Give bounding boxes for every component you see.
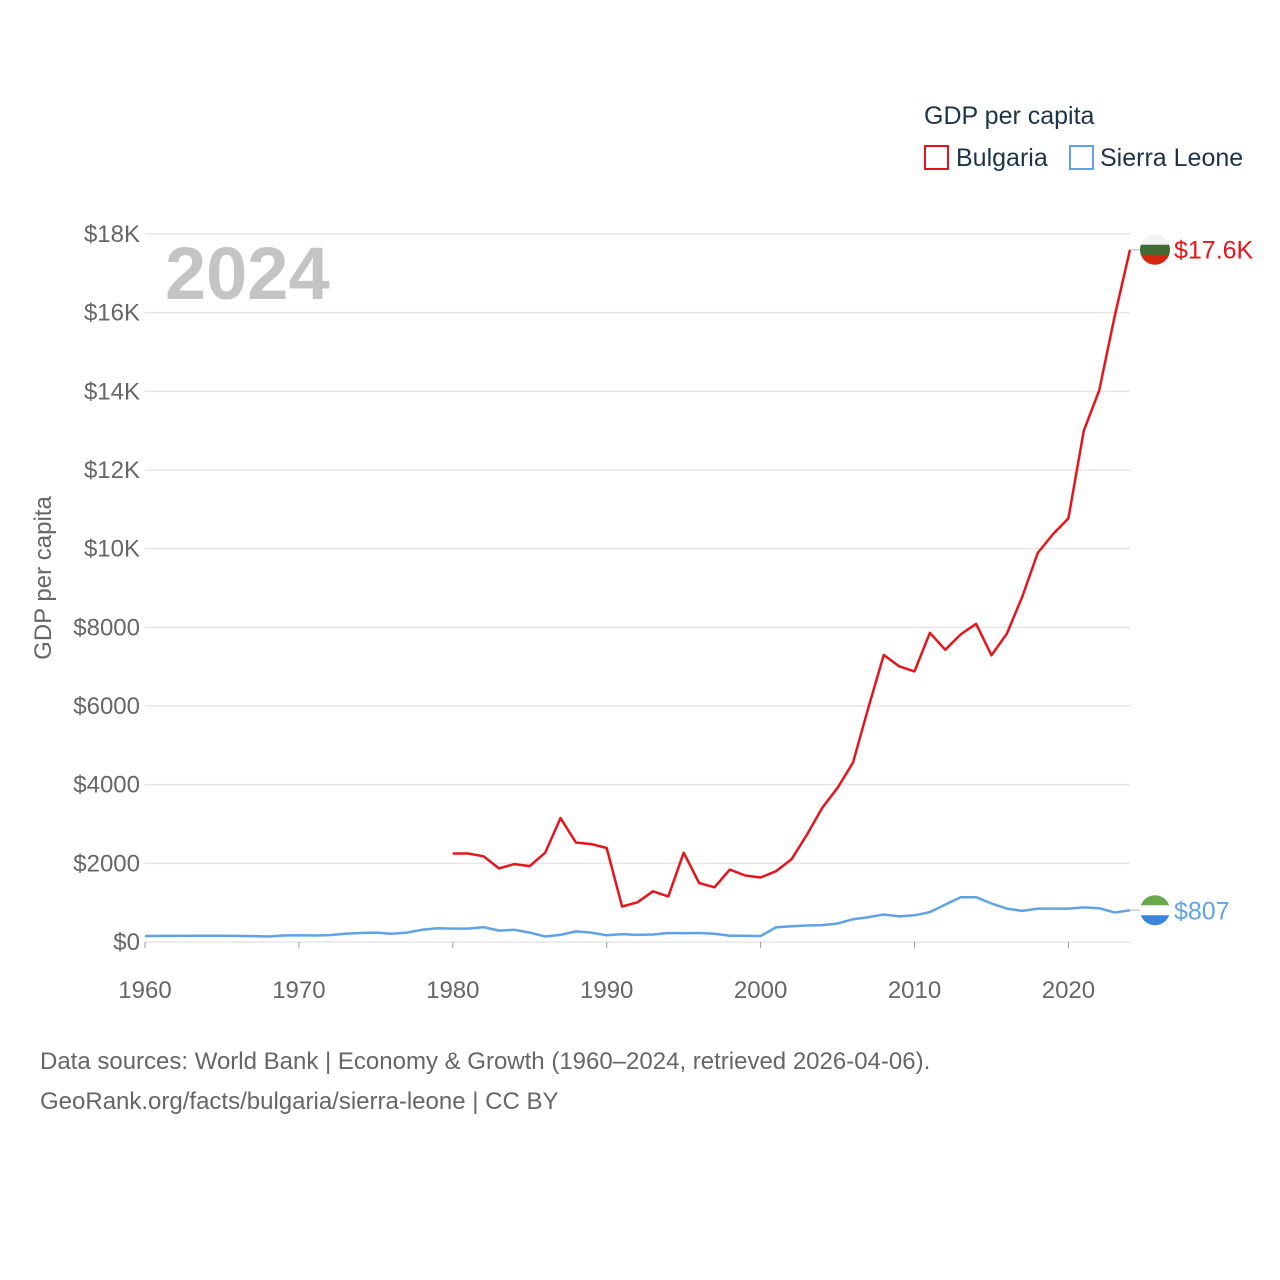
y-axis-label: GDP per capita xyxy=(30,496,57,660)
y-tick-label: $12K xyxy=(84,457,140,484)
y-tick-label: $8000 xyxy=(73,614,140,641)
gdp-line-chart: $0 $2000 $4000 $6000 $8000 $10K $12K $14K $16K $1… xyxy=(30,102,1254,1004)
legend[interactable]: GDP per capita Bulgaria Sierra Leone xyxy=(924,102,1243,172)
series-line-bulgaria[interactable] xyxy=(452,249,1132,908)
x-tick-label: 1990 xyxy=(580,977,633,1004)
x-tick-label: 1960 xyxy=(118,977,171,1004)
x-tick-label: 2000 xyxy=(734,977,787,1004)
x-tick-label: 1970 xyxy=(272,977,325,1004)
footer: Data sources: World Bank | Economy & Gro… xyxy=(40,1042,930,1122)
series-end-labels: $17.6K $807 xyxy=(1130,234,1254,926)
year-label: 2024 xyxy=(165,232,330,315)
legend-swatch-bulgaria[interactable] xyxy=(924,145,949,170)
legend-label-bulgaria[interactable]: Bulgaria xyxy=(956,144,1048,172)
end-value-label-bulgaria: $17.6K xyxy=(1174,237,1254,265)
legend-label-sierra-leone[interactable]: Sierra Leone xyxy=(1100,144,1243,172)
y-tick-label: $10K xyxy=(84,536,140,563)
attribution-link[interactable]: GeoRank.org/facts/bulgaria/sierra-leone … xyxy=(40,1088,559,1115)
y-tick-label: $0 xyxy=(113,929,140,956)
x-tick-label: 2020 xyxy=(1042,977,1095,1004)
y-tick-label: $4000 xyxy=(73,772,140,799)
legend-title: GDP per capita xyxy=(924,102,1095,130)
y-tick-label: $6000 xyxy=(73,693,140,720)
gridlines xyxy=(145,233,1130,943)
y-tick-label: $2000 xyxy=(73,850,140,877)
legend-swatch-sierra-leone[interactable] xyxy=(1069,145,1094,170)
y-tick-label: $18K xyxy=(84,221,140,248)
x-tick-label: 1980 xyxy=(426,977,479,1004)
series-lines xyxy=(144,249,1132,938)
series-line-sierra_leone[interactable] xyxy=(144,895,1131,938)
x-tick-label: 2010 xyxy=(888,977,941,1004)
data-source-note: Data sources: World Bank | Economy & Gro… xyxy=(40,1048,931,1075)
flag-icon-bulgaria xyxy=(1140,234,1170,265)
flag-icon-sierra_leone xyxy=(1140,895,1170,926)
y-tick-label: $14K xyxy=(84,378,140,405)
end-value-label-sierra_leone: $807 xyxy=(1174,897,1230,925)
y-axis-ticks: $0 $2000 $4000 $6000 $8000 $10K $12K $14K $16K $1… xyxy=(73,221,140,956)
x-axis-ticks: 1960 1970 1980 1990 2000 2010 2020 xyxy=(118,942,1095,1004)
y-tick-label: $16K xyxy=(84,300,140,327)
